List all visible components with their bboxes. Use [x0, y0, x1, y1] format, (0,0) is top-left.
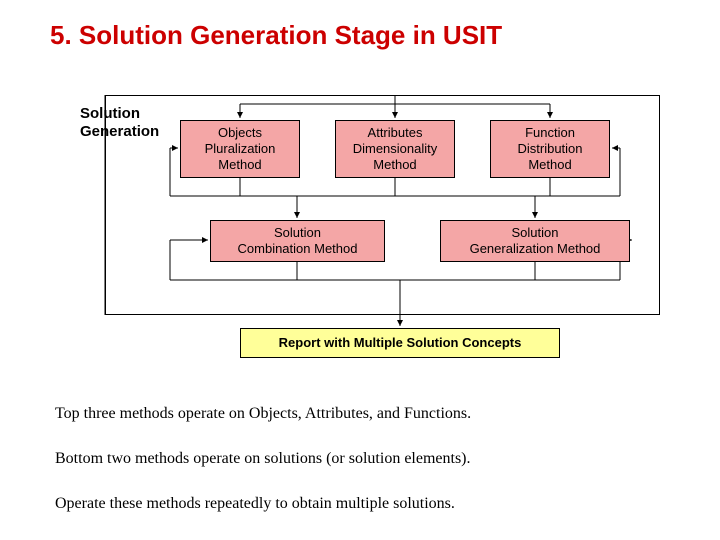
box-objects-pluralization: Objects Pluralization Method [180, 120, 300, 178]
body-line-1: Top three methods operate on Objects, At… [55, 405, 471, 423]
body-line-3: Operate these methods repeatedly to obta… [55, 495, 455, 513]
body-line-2: Bottom two methods operate on solutions … [55, 450, 471, 468]
box-attributes-dimensionality: Attributes Dimensionality Method [335, 120, 455, 178]
box-solution-combination: Solution Combination Method [210, 220, 385, 262]
box-report: Report with Multiple Solution Concepts [240, 328, 560, 358]
box-solution-generalization: Solution Generalization Method [440, 220, 630, 262]
box-function-distribution: Function Distribution Method [490, 120, 610, 178]
page-title: 5. Solution Generation Stage in USIT [50, 20, 502, 51]
